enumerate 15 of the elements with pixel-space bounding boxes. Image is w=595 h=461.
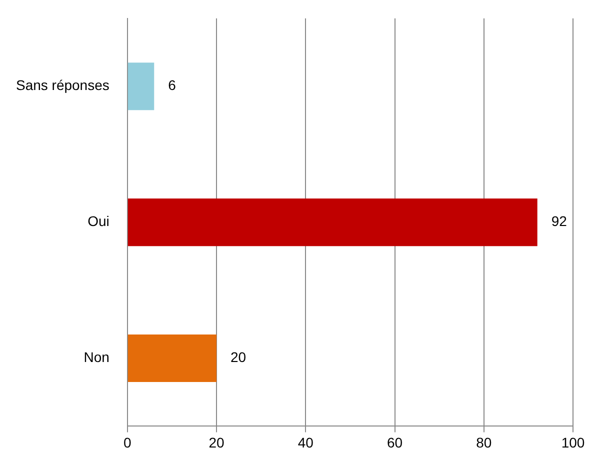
x-tick-label: 20 (208, 434, 225, 450)
bar (128, 198, 538, 246)
x-tick-label: 80 (476, 434, 492, 450)
y-tick-label: Non (84, 349, 110, 366)
x-tick-label: 40 (298, 434, 314, 450)
y-tick-label: Oui (88, 213, 110, 230)
y-tick-label: Sans réponses (16, 77, 110, 94)
x-tick-label: 0 (123, 434, 132, 450)
x-tick-label: 100 (561, 434, 585, 450)
data-label: 6 (168, 77, 176, 94)
x-tick-label: 60 (386, 434, 403, 450)
data-label: 20 (230, 349, 246, 366)
bar (128, 62, 154, 110)
data-label: 92 (551, 213, 568, 230)
bar (128, 334, 217, 382)
